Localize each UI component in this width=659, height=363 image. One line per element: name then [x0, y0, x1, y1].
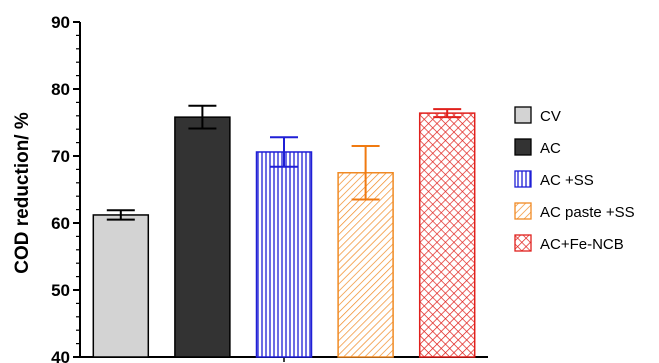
- legend-label-4: AC paste +SS: [540, 204, 635, 221]
- y-tick-label: 90: [51, 13, 70, 32]
- y-axis: 40 50 60 70 80 90: [51, 13, 81, 363]
- legend-label-3: AC +SS: [540, 172, 594, 189]
- legend-swatch-2: [514, 138, 532, 156]
- error-bars: [106, 104, 462, 221]
- y-tick-label: 70: [51, 147, 70, 166]
- legend-label-2: AC: [540, 140, 561, 157]
- bar-1: [92, 214, 150, 358]
- legend: CV AC AC +SS AC paste +SS AC+Fe-NCB: [514, 106, 635, 253]
- y-tick-label: 60: [51, 214, 70, 233]
- bars: [92, 112, 476, 358]
- y-axis-title: COD reduction/ %: [12, 112, 33, 274]
- legend-swatch-1: [514, 106, 532, 124]
- legend-label-5: AC+Fe-NCB: [540, 236, 624, 253]
- legend-swatch-3: [514, 170, 532, 188]
- bar-2: [174, 116, 231, 358]
- y-tick-label: 80: [51, 80, 70, 99]
- legend-label-1: CV: [540, 108, 561, 125]
- legend-swatch-5: [514, 234, 532, 252]
- y-tick-label: 50: [51, 281, 70, 300]
- y-tick-label: 40: [51, 348, 70, 363]
- bar-5: [418, 112, 476, 358]
- legend-swatch-4: [514, 202, 532, 220]
- bar-3: [255, 151, 313, 358]
